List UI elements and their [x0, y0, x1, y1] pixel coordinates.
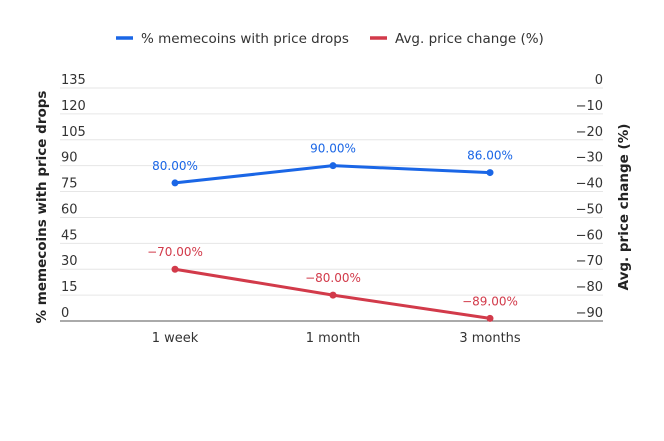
legend-item[interactable]: Avg. price change (%)	[370, 31, 544, 47]
x-tick-label: 3 months	[459, 331, 521, 346]
data-point[interactable]	[171, 179, 179, 187]
data-label: −89.00%	[462, 294, 518, 308]
legend[interactable]: % memecoins with price drops Avg. price c…	[116, 31, 544, 47]
right-tick-label: −10	[576, 99, 603, 114]
data-label: 90.00%	[310, 142, 356, 156]
left-tick-label: 120	[61, 99, 86, 114]
data-label: −80.00%	[305, 271, 361, 285]
left-tick-label: 30	[61, 254, 78, 269]
gridlines	[60, 87, 603, 322]
data-point[interactable]	[329, 162, 337, 170]
left-tick-label: 0	[61, 306, 69, 321]
series-pct-price-drops: 80.00% 90.00% 86.00%	[152, 142, 513, 187]
right-tick-label: −90	[576, 306, 603, 321]
left-tick-label: 75	[61, 177, 78, 192]
x-tick-label: 1 week	[152, 331, 199, 346]
left-tick-label: 15	[61, 280, 78, 295]
right-tick-label: −20	[576, 125, 603, 140]
data-point[interactable]	[486, 314, 494, 322]
data-label: 80.00%	[152, 159, 198, 173]
data-point[interactable]	[329, 291, 337, 299]
left-tick-label: 105	[61, 125, 86, 140]
legend-item[interactable]: % memecoins with price drops	[116, 31, 349, 47]
x-tick-label: 1 month	[306, 331, 361, 346]
series: 80.00% 90.00% 86.00% −70.00% −80.00% −89.00%	[147, 142, 518, 322]
legend-label: % memecoins with price drops	[141, 31, 349, 47]
legend-label: Avg. price change (%)	[395, 31, 544, 47]
right-y-axis: 0 −10 −20 −30 −40 −50 −60 −70 −80 −90	[576, 73, 603, 321]
left-axis-title: % memecoins with price drops	[34, 91, 50, 324]
right-tick-label: −50	[576, 202, 603, 217]
data-label: 86.00%	[467, 149, 513, 163]
right-axis-title: Avg. price change (%)	[616, 124, 632, 291]
data-label: −70.00%	[147, 245, 203, 259]
right-tick-label: −60	[576, 228, 603, 243]
data-point[interactable]	[171, 265, 179, 273]
data-point[interactable]	[486, 169, 494, 177]
x-axis: 1 week 1 month 3 months	[152, 331, 521, 346]
left-tick-label: 135	[61, 73, 86, 88]
right-tick-label: 0	[595, 73, 603, 88]
right-tick-label: −40	[576, 177, 603, 192]
right-tick-label: −30	[576, 151, 603, 166]
right-tick-label: −80	[576, 280, 603, 295]
left-y-axis: 0 15 30 45 60 75 90 105 120 135	[61, 73, 86, 321]
left-tick-label: 90	[61, 151, 78, 166]
left-tick-label: 45	[61, 228, 78, 243]
right-tick-label: −70	[576, 254, 603, 269]
series-avg-price-change: −70.00% −80.00% −89.00%	[147, 245, 518, 322]
left-tick-label: 60	[61, 202, 78, 217]
